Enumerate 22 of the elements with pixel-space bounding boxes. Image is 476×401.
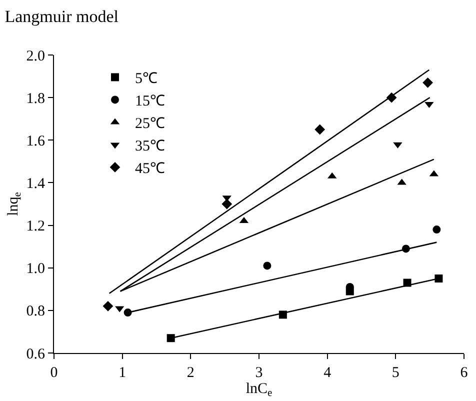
y-tick-label: 0.8 bbox=[26, 304, 45, 320]
legend-label: 15℃ bbox=[135, 94, 165, 110]
y-tick-label: 2.0 bbox=[26, 48, 45, 64]
y-tick-label: 1.6 bbox=[26, 133, 46, 150]
x-tick-label: 4 bbox=[324, 365, 332, 381]
y-tick-label: 1.2 bbox=[26, 218, 45, 235]
y-tick-label: 0.6 bbox=[26, 346, 46, 362]
x-tick-label: 2 bbox=[186, 365, 194, 381]
legend-label: 25℃ bbox=[135, 116, 165, 132]
y-tick-label: 1.4 bbox=[26, 176, 46, 192]
chart-title: Langmuir model bbox=[4, 6, 119, 26]
legend-label: 35℃ bbox=[135, 138, 165, 155]
x-tick-label: 6 bbox=[460, 365, 468, 381]
x-tick-label: 1 bbox=[118, 365, 126, 381]
y-tick-label: 1.0 bbox=[26, 261, 45, 278]
legend-label: 45℃ bbox=[135, 161, 165, 178]
x-tick-label: 3 bbox=[255, 365, 263, 381]
x-tick-label: 5 bbox=[392, 365, 400, 381]
legend-label: 5℃ bbox=[135, 71, 158, 88]
x-tick-label: 0 bbox=[50, 365, 58, 381]
y-tick-label: 1.8 bbox=[26, 90, 45, 107]
x-axis-title: lnC$_{e}$ bbox=[246, 381, 273, 400]
